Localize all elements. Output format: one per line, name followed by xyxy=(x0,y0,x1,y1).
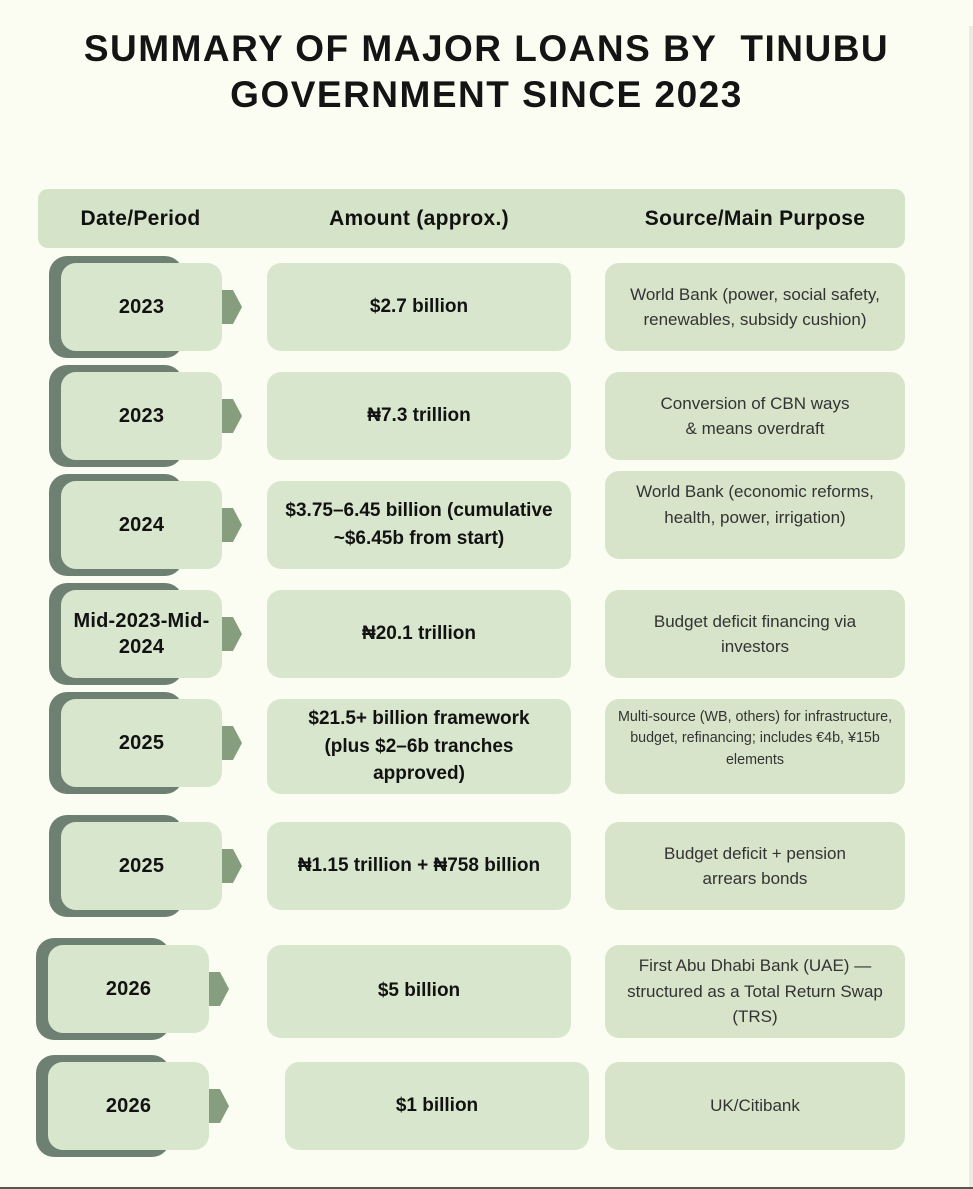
period-zone: 2025 xyxy=(38,815,243,917)
table-row: 2025 ₦1.15 trillion + ₦758 billion Budge… xyxy=(38,815,905,917)
table-row: 2026 $1 billion UK/Citibank xyxy=(36,1055,905,1157)
right-edge-strip xyxy=(969,26,973,1189)
source-label: UK/Citibank xyxy=(710,1096,800,1116)
period-badge: Mid-2023-Mid- 2024 xyxy=(49,583,222,685)
table-row: 2023 $2.7 billion World Bank (power, soc… xyxy=(38,256,905,358)
source-label: World Bank (power, social safety, renewa… xyxy=(630,284,880,330)
period-badge: 2026 xyxy=(36,1055,209,1157)
period-badge: 2025 xyxy=(49,692,222,794)
amount-cell: $2.7 billion xyxy=(267,263,571,351)
amount-cell: $3.75–6.45 billion (cumulative ~$6.45b f… xyxy=(267,481,571,569)
amount-label: $2.7 billion xyxy=(369,296,469,318)
table-header: Date/Period Amount (approx.) Source/Main… xyxy=(38,189,905,248)
source-cell: World Bank (economic reforms, health, po… xyxy=(605,471,905,559)
right-arrow-icon xyxy=(209,1089,229,1123)
period-badge: 2023 xyxy=(49,256,222,358)
amount-label: ₦1.15 trillion + ₦758 billion xyxy=(297,855,541,877)
period-badge: 2023 xyxy=(49,365,222,467)
source-label: Budget deficit + pension arrears bonds xyxy=(664,843,846,889)
period-label: 2024 xyxy=(118,514,165,536)
source-cell: Multi-source (WB, others) for infrastruc… xyxy=(605,699,905,794)
amount-label: ₦20.1 trillion xyxy=(361,623,477,645)
period-label: 2023 xyxy=(118,405,165,427)
period-label: Mid-2023-Mid- 2024 xyxy=(73,610,210,658)
page-title-line-1: SUMMARY OF MAJOR LOANS BY TINUBU xyxy=(83,28,890,69)
source-label: World Bank (economic reforms, health, po… xyxy=(636,482,874,527)
right-arrow-icon xyxy=(222,726,242,760)
period-label: 2025 xyxy=(118,732,165,754)
right-arrow-icon xyxy=(222,617,242,651)
period-label: 2025 xyxy=(118,855,165,877)
table-row: 2026 $5 billion First Abu Dhabi Bank (UA… xyxy=(36,938,905,1040)
period-zone: 2025 xyxy=(38,692,243,794)
table-rows: 2023 $2.7 billion World Bank (power, soc… xyxy=(36,256,905,1157)
right-arrow-icon xyxy=(222,290,242,324)
period-badge: 2026 xyxy=(36,938,209,1040)
amount-cell: $21.5+ billion framework (plus $2–6b tra… xyxy=(267,699,571,794)
amount-label: $3.75–6.45 billion (cumulative ~$6.45b f… xyxy=(285,500,553,549)
amount-label: $1 billion xyxy=(395,1095,479,1117)
period-zone: Mid-2023-Mid- 2024 xyxy=(38,583,243,685)
source-label: Multi-source (WB, others) for infrastruc… xyxy=(617,709,893,768)
page-title-line-2: GOVERNMENT SINCE 2023 xyxy=(230,73,743,115)
period-zone: 2023 xyxy=(38,256,243,358)
source-label: First Abu Dhabi Bank (UAE) — structured … xyxy=(627,956,883,1026)
source-label: Conversion of CBN ways & means overdraft xyxy=(660,393,850,439)
amount-cell: ₦1.15 trillion + ₦758 billion xyxy=(267,822,571,910)
period-label: 2023 xyxy=(118,296,165,318)
page-title: SUMMARY OF MAJOR LOANS BY TINUBU GOVERNME… xyxy=(28,26,945,118)
period-zone: 2026 xyxy=(25,938,230,1040)
table-row: 2023 ₦7.3 trillion Conversion of CBN way… xyxy=(38,365,905,467)
period-label: 2026 xyxy=(105,978,152,1000)
source-cell: Budget deficit financing via investors xyxy=(605,590,905,678)
source-cell: Conversion of CBN ways & means overdraft xyxy=(605,372,905,460)
period-zone: 2026 xyxy=(25,1055,230,1157)
period-zone: 2024 xyxy=(38,474,243,576)
right-arrow-icon xyxy=(222,399,242,433)
right-arrow-icon xyxy=(222,849,242,883)
source-cell: World Bank (power, social safety, renewa… xyxy=(605,263,905,351)
right-arrow-icon xyxy=(222,508,242,542)
table-row: 2025 $21.5+ billion framework (plus $2–6… xyxy=(38,692,905,794)
loans-table: Date/Period Amount (approx.) Source/Main… xyxy=(36,189,905,1157)
amount-cell: ₦20.1 trillion xyxy=(267,590,571,678)
table-row: Mid-2023-Mid- 2024 ₦20.1 trillion Budget… xyxy=(38,583,905,685)
column-header-date-period: Date/Period xyxy=(80,206,201,230)
column-header-amount: Amount (approx.) xyxy=(329,206,509,230)
source-cell: Budget deficit + pension arrears bonds xyxy=(605,822,905,910)
amount-label: $21.5+ billion framework (plus $2–6b tra… xyxy=(308,708,530,785)
period-badge: 2025 xyxy=(49,815,222,917)
right-arrow-icon xyxy=(209,972,229,1006)
column-header-source: Source/Main Purpose xyxy=(644,206,866,230)
period-zone: 2023 xyxy=(38,365,243,467)
period-label: 2026 xyxy=(105,1095,152,1117)
source-cell: UK/Citibank xyxy=(605,1062,905,1150)
period-badge: 2024 xyxy=(49,474,222,576)
amount-label: $5 billion xyxy=(377,980,461,1002)
table-row: 2024 $3.75–6.45 billion (cumulative ~$6.… xyxy=(38,471,905,576)
amount-cell: ₦7.3 trillion xyxy=(267,372,571,460)
amount-cell: $5 billion xyxy=(267,945,571,1038)
amount-label: ₦7.3 trillion xyxy=(367,405,471,427)
amount-cell: $1 billion xyxy=(285,1062,589,1150)
source-label: Budget deficit financing via investors xyxy=(653,611,857,657)
source-cell: First Abu Dhabi Bank (UAE) — structured … xyxy=(605,945,905,1038)
